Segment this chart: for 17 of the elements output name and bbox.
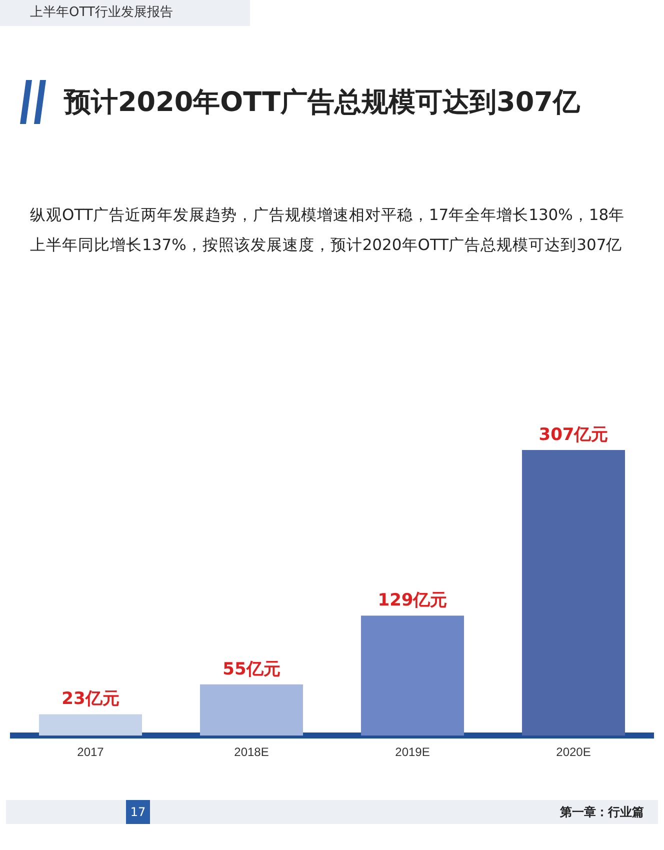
text: 第一章：行业篇 bbox=[560, 804, 644, 821]
chart-title: 预计2020年OTT广告总规模可达到307亿 bbox=[64, 86, 580, 120]
bar bbox=[522, 450, 626, 736]
data-label: 55亿元 bbox=[222, 659, 280, 680]
data-label: 129亿元 bbox=[378, 590, 448, 611]
bar bbox=[38, 714, 142, 736]
x-tick-label: 2020E bbox=[556, 745, 591, 760]
text: 上半年OTT行业发展报告 bbox=[0, 0, 250, 26]
bar bbox=[360, 616, 464, 736]
data-label: 23亿元 bbox=[62, 689, 120, 710]
text: 17 bbox=[126, 800, 150, 824]
x-tick-label: 2018E bbox=[234, 745, 269, 760]
x-tick-label: 2017 bbox=[77, 745, 104, 760]
chart-subtitle: 纵观OTT广告近两年发展趋势，广告规模增速相对平稳，17年全年增长130%，18年上半年同比增长137%，按照该发展速度，预计2020年OTT广告总规模可达到307亿 bbox=[30, 205, 626, 256]
data-label: 307亿元 bbox=[538, 424, 608, 445]
bar bbox=[200, 684, 304, 736]
x-tick-label: 2019E bbox=[395, 745, 430, 760]
